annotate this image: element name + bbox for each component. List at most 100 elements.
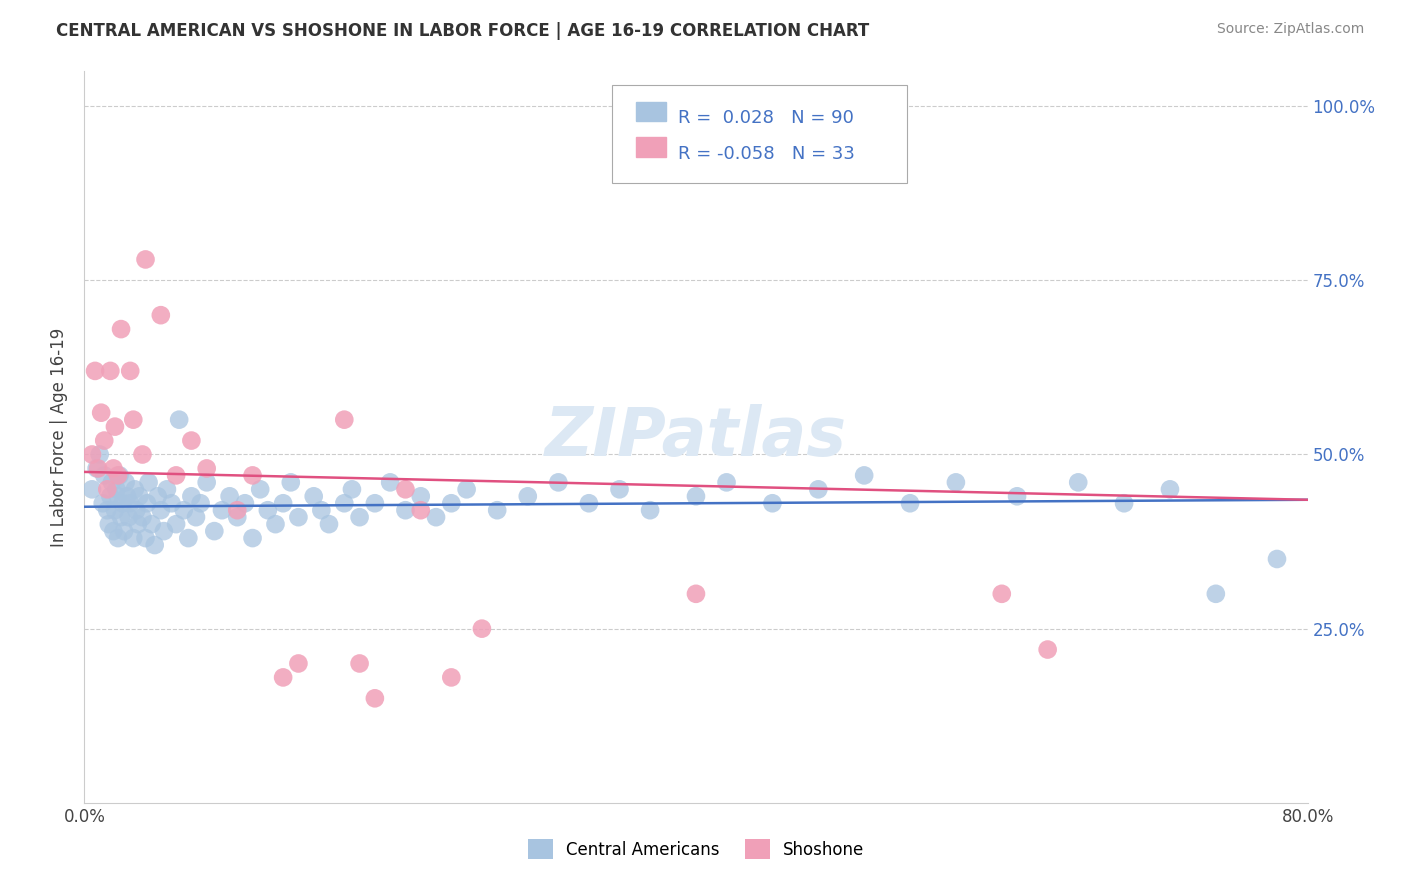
Point xyxy=(440,670,463,684)
Point xyxy=(1005,489,1028,503)
Point xyxy=(638,503,661,517)
Point xyxy=(1159,483,1181,497)
Point xyxy=(311,503,333,517)
Point xyxy=(249,483,271,497)
Point xyxy=(131,448,153,462)
Point xyxy=(333,496,356,510)
Point xyxy=(96,503,118,517)
Point xyxy=(190,496,212,510)
Point xyxy=(107,468,129,483)
Point xyxy=(160,496,183,510)
Point xyxy=(104,503,127,517)
Point xyxy=(111,496,134,510)
Text: Source: ZipAtlas.com: Source: ZipAtlas.com xyxy=(1216,22,1364,37)
Point xyxy=(131,510,153,524)
Point xyxy=(80,448,103,462)
Point xyxy=(218,489,240,503)
Point xyxy=(195,475,218,490)
Point xyxy=(98,364,121,378)
Point xyxy=(120,496,142,510)
Point xyxy=(141,517,163,532)
Point xyxy=(1036,642,1059,657)
Point xyxy=(96,483,118,497)
Point xyxy=(87,461,110,475)
Point xyxy=(103,461,125,475)
Point xyxy=(302,489,325,503)
Point xyxy=(138,475,160,490)
Point xyxy=(685,587,707,601)
Point xyxy=(125,503,148,517)
Text: R = -0.058   N = 33: R = -0.058 N = 33 xyxy=(678,145,855,162)
Text: R =  0.028   N = 90: R = 0.028 N = 90 xyxy=(678,109,853,127)
Point xyxy=(287,510,309,524)
Point xyxy=(173,503,195,517)
Point xyxy=(280,475,302,490)
Point xyxy=(118,510,141,524)
Point xyxy=(89,448,111,462)
Point xyxy=(394,483,416,497)
Point xyxy=(257,503,280,517)
Point xyxy=(135,531,157,545)
Point xyxy=(853,468,876,483)
Point xyxy=(91,496,114,510)
Point xyxy=(153,524,176,538)
Point xyxy=(84,364,107,378)
Point xyxy=(287,657,309,671)
Point xyxy=(112,524,135,538)
Point xyxy=(80,483,103,497)
Point xyxy=(177,531,200,545)
Point xyxy=(380,475,402,490)
Point xyxy=(394,503,416,517)
Point xyxy=(318,517,340,532)
Point xyxy=(149,308,172,322)
Point xyxy=(425,510,447,524)
Point xyxy=(364,691,387,706)
Y-axis label: In Labor Force | Age 16-19: In Labor Force | Age 16-19 xyxy=(51,327,69,547)
Point xyxy=(143,538,166,552)
Point xyxy=(945,475,967,490)
Point xyxy=(107,531,129,545)
Point xyxy=(110,510,132,524)
Point xyxy=(1205,587,1227,601)
Point xyxy=(226,510,249,524)
Point xyxy=(90,406,112,420)
Point xyxy=(807,483,830,497)
Point xyxy=(180,434,202,448)
Point xyxy=(761,496,783,510)
Point xyxy=(156,483,179,497)
Point xyxy=(516,489,538,503)
Point xyxy=(202,524,225,538)
Point xyxy=(195,461,218,475)
Point xyxy=(409,503,432,517)
Point xyxy=(104,419,127,434)
Point xyxy=(114,475,136,490)
Point xyxy=(115,489,138,503)
Point xyxy=(340,483,363,497)
Point xyxy=(146,489,169,503)
Point xyxy=(167,412,190,426)
Point xyxy=(471,622,494,636)
Point xyxy=(242,531,264,545)
Point xyxy=(264,517,287,532)
Point xyxy=(578,496,600,510)
Point xyxy=(97,517,120,532)
Point xyxy=(685,489,707,503)
Point xyxy=(128,489,150,503)
Point xyxy=(105,483,128,497)
Point xyxy=(86,461,108,475)
Point xyxy=(271,496,294,510)
Point xyxy=(991,587,1014,601)
Point xyxy=(349,657,371,671)
Point xyxy=(609,483,631,497)
Point xyxy=(233,496,256,510)
Point xyxy=(184,510,207,524)
Point xyxy=(456,483,478,497)
Point xyxy=(107,489,129,503)
Point xyxy=(93,468,115,483)
Point xyxy=(486,503,509,517)
Point xyxy=(122,412,145,426)
Point xyxy=(124,483,146,497)
Point xyxy=(165,468,187,483)
Point xyxy=(547,475,569,490)
Point xyxy=(271,670,294,684)
